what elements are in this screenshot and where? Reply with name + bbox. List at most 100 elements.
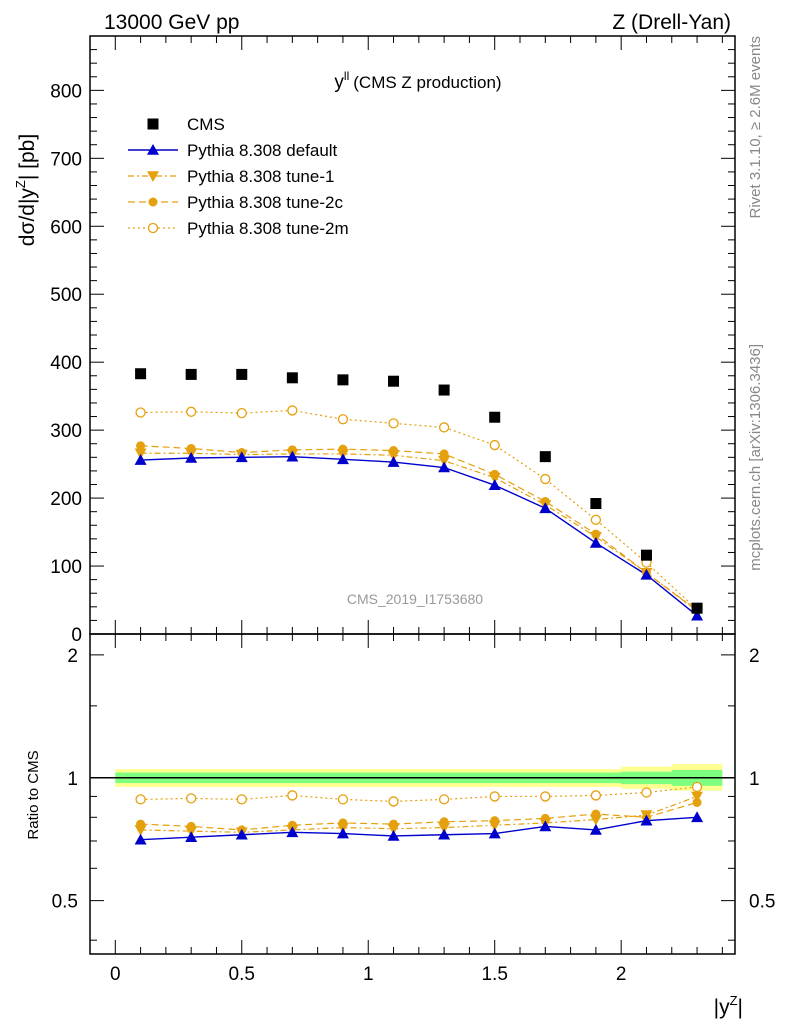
point-tune2m (135, 407, 146, 418)
y-axis-label-pre: dσ/d|y (16, 188, 39, 247)
ratio-point-default (336, 827, 349, 839)
series-line-tune1 (140, 452, 698, 611)
plot-title-main: y (334, 72, 344, 93)
main-ytick-label: 500 (50, 285, 82, 306)
header-right: Z (Drell-Yan) (612, 11, 731, 34)
legend-marker-tune2m (147, 222, 159, 234)
legend-label-tune2c: Pythia 8.308 tune-2c (187, 193, 343, 212)
x-axis-label-pre: |y (714, 996, 730, 1019)
point-tune1 (438, 455, 451, 467)
point-default (134, 454, 147, 465)
rivet-label: Rivet 3.1.10, ≥ 2.6M events (747, 36, 764, 219)
ratio-point-tune2m (691, 781, 703, 792)
ratio-ytick-label: 0.5 (52, 892, 78, 913)
point-tune1 (387, 450, 400, 462)
ratio-axis-label: Ratio to CMS (25, 750, 42, 839)
point-tune2m (337, 414, 349, 425)
ratio-ytick-label-right: 0.5 (749, 892, 775, 913)
legend: CMS Pythia 8.308 default Pythia 8.308 tune… (128, 115, 349, 238)
main-ytick-label: 200 (50, 489, 82, 510)
legend-label-default: Pythia 8.308 default (187, 141, 338, 160)
ratio-bands (90, 764, 735, 791)
point-cms (236, 368, 248, 380)
point-default (438, 461, 451, 473)
main-ytick-label: 0 (71, 625, 82, 646)
point-tune2m (438, 422, 450, 433)
ratio-point-default (185, 831, 198, 843)
legend-label-tune1: Pythia 8.308 tune-1 (187, 167, 334, 186)
ratio-point-tune2m (489, 791, 500, 802)
legend-marker-tune1 (147, 171, 159, 182)
ratio-point-tune1 (488, 820, 501, 832)
ratio-point-tune2m (641, 787, 652, 798)
ratio-line-tune1 (140, 795, 698, 833)
ratio-point-tune2m (337, 794, 349, 805)
y-axis-label-sup: Z (13, 180, 28, 188)
series-line-tune2c (140, 445, 698, 612)
legend-marker-tune2c (148, 197, 158, 207)
x-axis-label: |yZ| (714, 993, 743, 1019)
point-default (539, 502, 552, 514)
series-line-tune2m (140, 409, 698, 610)
ratio-point-default (134, 833, 147, 845)
ratio-line-tune2c (140, 801, 698, 831)
point-cms (135, 368, 147, 380)
point-tune2m (388, 418, 399, 429)
ratio-point-tune2m (236, 794, 247, 805)
ratio-point-tune2m (287, 790, 298, 801)
point-default (589, 536, 602, 548)
ratio-line-tune2m (140, 786, 698, 803)
point-default (387, 456, 400, 467)
ratio-point-default (235, 828, 248, 840)
point-default (185, 451, 198, 463)
ratio-point-default (640, 814, 653, 826)
xtick-label: 1.5 (481, 964, 507, 985)
main-ytick-label: 700 (50, 149, 82, 170)
main-ytick-label: 400 (50, 353, 82, 374)
point-cms (691, 602, 703, 614)
y-axis-label: dσ/d|yZ| [pb] (13, 134, 39, 246)
legend-label-tune2m: Pythia 8.308 tune-2m (187, 219, 349, 238)
ratio-ytick-label: 1 (67, 769, 78, 790)
point-tune2m (590, 514, 602, 525)
point-cms (438, 384, 450, 396)
ratio-point-default (286, 826, 299, 838)
xtick-label: 2 (616, 964, 627, 985)
ratio-point-default (488, 827, 501, 839)
xtick-label: 1 (363, 964, 374, 985)
ratio-point-tune2m (186, 793, 197, 804)
point-default (488, 479, 501, 490)
point-default (286, 450, 299, 462)
legend-marker-default (147, 144, 159, 155)
ratio-point-tune2m (438, 794, 450, 805)
point-cms (286, 372, 298, 384)
point-tune2m (186, 406, 197, 417)
ratio-point-tune2m (540, 791, 551, 802)
ratio-ytick-label-right: 2 (749, 646, 760, 667)
point-tune2m (236, 407, 247, 419)
ratio-plot-frame (89, 633, 736, 955)
ratio-point-tune1 (134, 825, 147, 836)
x-axis-label-post: | (738, 996, 743, 1019)
axes-ticks (89, 36, 735, 954)
xtick-label: 0 (110, 964, 121, 985)
plot-title-sup: ll (344, 69, 349, 83)
tick-labels: 0 100 200 300 400 500 600 700 800 0 0.5 1 1.5 2 0.5 0.5… (50, 81, 775, 985)
point-cms (388, 375, 400, 387)
point-default (336, 453, 349, 465)
plot-title: yll (CMS Z production) (334, 69, 501, 93)
point-cms (590, 498, 602, 510)
legend-label-cms: CMS (187, 115, 225, 134)
point-tune2m (287, 405, 298, 416)
legend-marker-cms (147, 118, 159, 130)
ratio-point-default (691, 811, 704, 823)
point-tune2m (489, 439, 500, 451)
point-cms (539, 451, 551, 463)
ratio-point-tune2m (135, 794, 146, 805)
ratio-ytick-label: 2 (67, 646, 78, 667)
point-tune2m (540, 473, 551, 485)
point-tune1 (134, 448, 147, 460)
x-axis-label-sup: Z (730, 993, 738, 1008)
ratio-point-tune1 (387, 823, 400, 835)
